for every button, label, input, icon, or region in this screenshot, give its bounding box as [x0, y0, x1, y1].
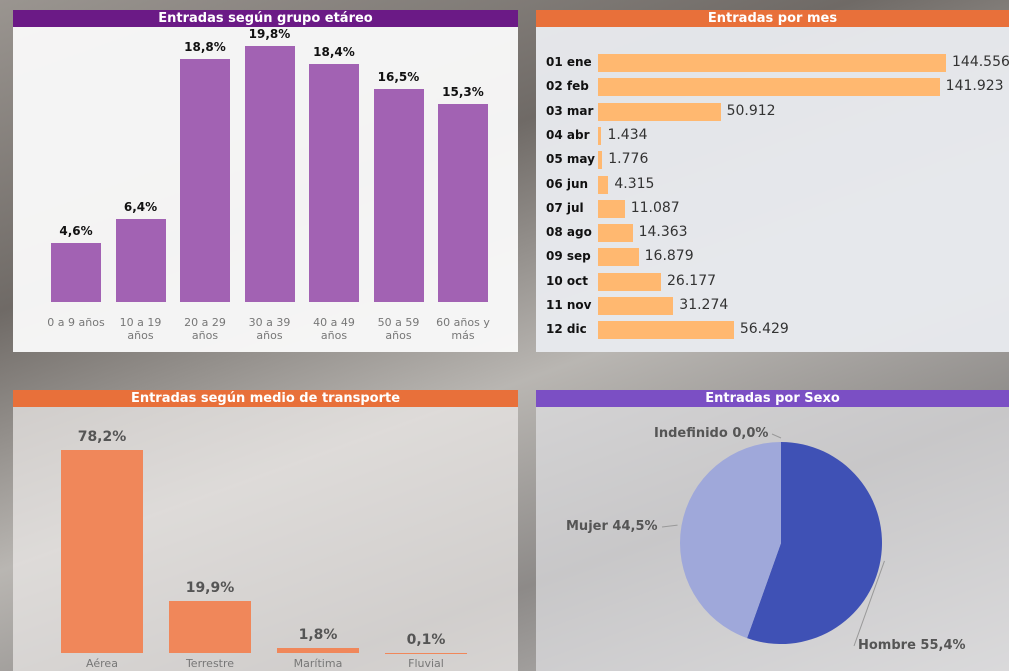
- data-label: 14.363: [638, 224, 688, 241]
- bar: [598, 54, 946, 72]
- panel-title: Entradas según medio de transporte: [13, 390, 518, 407]
- bar: [598, 78, 940, 97]
- category-label: 10 a 19 años: [119, 316, 162, 342]
- slice-label: Mujer 44,5%: [566, 519, 658, 534]
- bar: [51, 242, 101, 302]
- month-panel: Entradas por mes 01 ene 144.556 02 feb 141.…: [536, 10, 1009, 352]
- age-panel: Entradas según grupo etáreo 4,6% 0 a 9 añ…: [13, 10, 518, 352]
- leader-line: [771, 433, 782, 439]
- slice-label: Indefinido 0,0%: [654, 426, 768, 441]
- category-label: Aérea: [86, 657, 118, 670]
- panel-title: Entradas según grupo etáreo: [13, 10, 518, 27]
- bar: [169, 601, 251, 653]
- data-label: 141.923: [945, 78, 1004, 95]
- bar: [598, 272, 662, 291]
- data-label: 26.177: [667, 272, 717, 289]
- bar: [373, 88, 424, 302]
- category-label: Terrestre: [185, 657, 235, 670]
- data-label: 78,2%: [77, 429, 127, 445]
- category-label: 06 jun: [546, 176, 589, 191]
- category-label: 10 oct: [546, 273, 588, 288]
- category-label: 02 feb: [546, 79, 589, 94]
- data-label: 4.315: [614, 175, 655, 192]
- bar: [180, 58, 230, 302]
- category-label: 11 nov: [546, 298, 592, 312]
- category-label: 03 mar: [546, 103, 594, 118]
- category-label: 12 dic: [546, 322, 587, 337]
- sex-panel: Entradas por Sexo Hombre 55,4% Mujer 44,5…: [536, 390, 1009, 671]
- panel-title: Entradas por mes: [536, 10, 1009, 27]
- category-label: Fluvial: [408, 657, 444, 670]
- category-label: 08 ago: [546, 225, 592, 240]
- bar: [115, 219, 166, 302]
- data-label: 31.274: [679, 297, 729, 313]
- data-label: 144.556: [952, 54, 1009, 70]
- data-label: 6,4%: [123, 200, 158, 215]
- category-label: 30 a 39 años: [248, 316, 291, 342]
- transport-panel: Entradas según medio de transporte 78,2%…: [13, 390, 518, 671]
- data-label: 16.879: [644, 248, 694, 265]
- bar: [309, 64, 359, 302]
- data-label: 0,1%: [406, 631, 446, 648]
- data-label: 11.087: [630, 199, 680, 216]
- data-label: 1.434: [607, 126, 648, 143]
- bar: [598, 321, 734, 340]
- bar: [277, 648, 359, 653]
- category-label: 0 a 9 años: [47, 316, 105, 329]
- bar: [598, 199, 625, 218]
- data-label: 18,8%: [184, 39, 226, 54]
- slice-name: Mujer: [566, 519, 608, 534]
- category-label: 60 años y más: [436, 316, 490, 342]
- bar: [61, 450, 143, 653]
- category-label: 50 a 59 años: [377, 316, 420, 342]
- slice-label: Hombre 55,4%: [858, 638, 966, 653]
- category-label: 20 a 29 años: [184, 316, 226, 342]
- bar: [598, 297, 674, 315]
- category-label: 04 abr: [546, 127, 590, 142]
- data-label: 1.776: [608, 151, 649, 168]
- category-label: 01 ene: [546, 55, 592, 69]
- data-label: 18,4%: [313, 45, 355, 60]
- pie-chart: [661, 433, 885, 647]
- slice-name: Indefinido: [654, 426, 728, 441]
- bar: [438, 104, 488, 302]
- bar: [598, 248, 639, 267]
- data-label: 56.429: [739, 321, 789, 338]
- pie-slice: [679, 442, 781, 639]
- data-label: 16,5%: [377, 69, 420, 84]
- data-label: 15,3%: [442, 85, 484, 100]
- bar: [598, 126, 602, 145]
- category-label: 09 sep: [546, 249, 591, 264]
- panel-title: Entradas por Sexo: [536, 390, 1009, 407]
- leader-line: [853, 560, 885, 647]
- data-label: 19,9%: [185, 580, 235, 597]
- bar: [598, 224, 633, 243]
- data-label: 50.912: [726, 102, 776, 119]
- leader-line: [661, 524, 678, 528]
- category-label: 40 a 49 años: [313, 316, 355, 342]
- category-label: 05 may: [546, 152, 595, 167]
- data-label: 4,6%: [59, 223, 93, 238]
- bar: [598, 151, 603, 170]
- category-label: 07 jul: [546, 200, 584, 215]
- data-label: 19,8%: [248, 27, 291, 41]
- data-label: 1,8%: [298, 627, 338, 644]
- pie-slice: [747, 442, 882, 644]
- slice-value: 0,0%: [732, 426, 769, 441]
- slice-value: 55,4%: [920, 638, 966, 653]
- bar: [598, 175, 609, 194]
- bar: [244, 46, 295, 302]
- slice-value: 44,5%: [612, 519, 658, 534]
- category-label: Marítima: [293, 657, 343, 670]
- bar: [598, 102, 721, 121]
- slice-name: Hombre: [858, 638, 916, 653]
